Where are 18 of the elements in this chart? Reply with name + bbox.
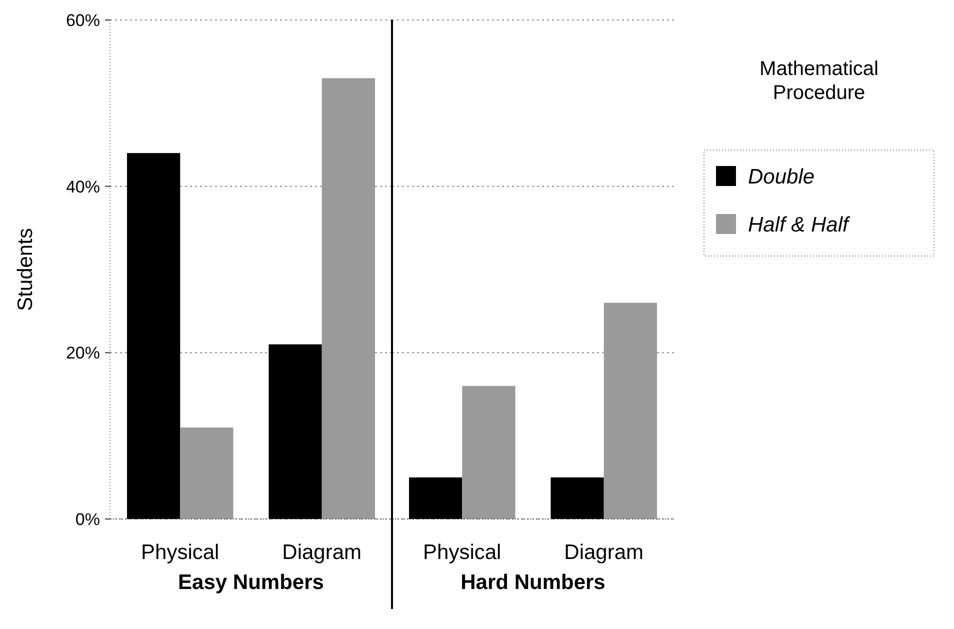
y-tick-label: 0% <box>75 510 100 529</box>
bar <box>180 428 234 519</box>
y-axis-title: Students <box>14 228 37 311</box>
bar <box>322 78 375 519</box>
x-tick-label: Diagram <box>564 541 644 564</box>
legend-title: Mathematical Procedure <box>760 58 878 104</box>
x-tick-label: Diagram <box>282 541 362 564</box>
bar <box>127 153 180 519</box>
x-axis-title: Hard Numbers <box>460 571 606 594</box>
y-tick-label: 60% <box>66 10 100 30</box>
x-tick-label: Physical <box>141 541 220 564</box>
bar <box>268 344 322 519</box>
legend-label: Half & Half <box>748 213 851 236</box>
y-tick-label: 20% <box>66 344 100 363</box>
x-axis-title: Easy Numbers <box>178 571 324 594</box>
legend-label: Double <box>748 165 815 188</box>
x-tick-label: Physical <box>423 541 502 564</box>
y-tick-label: 40% <box>66 177 100 196</box>
